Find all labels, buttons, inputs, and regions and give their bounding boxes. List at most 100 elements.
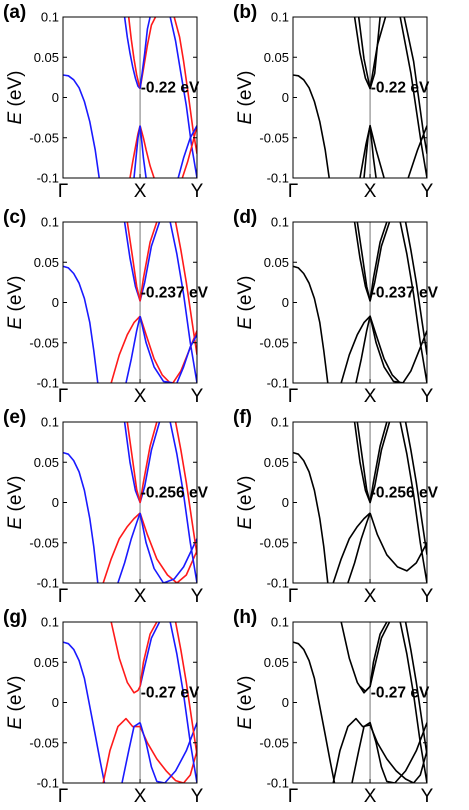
x-tick-label: Γ <box>288 386 298 407</box>
band-line-red <box>174 422 197 555</box>
band-line-black <box>399 17 427 178</box>
y-axis-label: E (eV) <box>5 71 26 125</box>
y-tick-label: -0.1 <box>267 376 289 391</box>
band-line-black <box>404 222 427 355</box>
band-line-red <box>110 315 141 383</box>
y-tick-label: -0.05 <box>29 535 59 550</box>
panel-label: (c) <box>3 207 26 228</box>
x-tick-label: Y <box>191 786 204 807</box>
band-line-black <box>363 124 377 178</box>
band-line-black <box>404 622 427 755</box>
panel-h: 0.1 0.05 0 -0.05 -0.1Γ X Y E (eV) (h) -0.27 eV <box>233 607 434 807</box>
band-line-blue <box>139 722 197 783</box>
panel-c: 0.1 0.05 0 -0.05 -0.1Γ X Y E (eV) (c) -0.237 eV <box>3 207 209 407</box>
band-line-red <box>174 622 197 755</box>
energy-annotation: -0.22 eV <box>141 80 200 97</box>
energy-annotation: -0.237 eV <box>141 285 209 302</box>
y-tick-label: -0.1 <box>267 576 289 591</box>
band-line-blue <box>169 222 197 383</box>
band-line-blue <box>63 641 106 783</box>
band-line-red <box>102 512 141 583</box>
band-line-blue <box>123 17 141 90</box>
y-tick-label: 0 <box>282 695 289 710</box>
band-line-black <box>404 422 427 555</box>
y-axis-label: E (eV) <box>235 676 256 730</box>
energy-annotation: -0.27 eV <box>371 685 430 702</box>
x-tick-label: X <box>364 181 377 202</box>
band-line-black <box>332 512 371 583</box>
y-tick-label: 0.1 <box>41 615 59 630</box>
band-line-black <box>340 622 391 694</box>
x-tick-label: Y <box>421 386 434 407</box>
x-tick-label: X <box>364 386 377 407</box>
y-tick-label: -0.05 <box>29 130 59 145</box>
y-tick-label: 0.1 <box>41 10 59 25</box>
x-tick-label: X <box>134 586 147 607</box>
y-tick-label: 0.1 <box>271 615 289 630</box>
panel-label: (e) <box>3 407 26 428</box>
panel-f: 0.1 0.05 0 -0.05 -0.1Γ X Y E (eV) (f) -0.256 eV <box>233 407 439 607</box>
x-tick-label: Γ <box>58 181 68 202</box>
band-line-black <box>403 17 427 154</box>
y-tick-label: 0 <box>52 495 59 510</box>
y-tick-label: 0 <box>282 90 289 105</box>
panel-label: (f) <box>233 407 252 428</box>
band-line-black <box>356 222 388 302</box>
band-line-black <box>293 641 336 783</box>
band-line-red <box>139 125 155 178</box>
band-line-black <box>407 125 427 178</box>
band-line-red <box>139 315 171 383</box>
band-line-black <box>332 717 427 783</box>
y-tick-label: 0.1 <box>271 10 289 25</box>
band-line-blue <box>117 512 141 583</box>
energy-annotation: -0.237 eV <box>371 285 439 302</box>
band-line-black <box>293 74 330 178</box>
x-tick-label: Y <box>421 586 434 607</box>
y-tick-label: -0.05 <box>259 735 289 750</box>
x-tick-label: X <box>364 786 377 807</box>
band-line-black <box>399 222 427 383</box>
axes-frame <box>292 621 428 784</box>
x-tick-label: Y <box>421 181 434 202</box>
energy-annotation: -0.256 eV <box>371 485 439 502</box>
band-line-red <box>127 17 141 89</box>
y-tick-label: 0 <box>52 295 59 310</box>
band-line-black <box>359 622 388 692</box>
x-tick-label: X <box>364 586 377 607</box>
y-tick-label: 0 <box>52 90 59 105</box>
y-axis-label: E (eV) <box>235 476 256 530</box>
y-axis-label: E (eV) <box>235 276 256 330</box>
band-line-blue <box>133 125 141 178</box>
band-line-blue <box>169 622 197 783</box>
y-tick-label: 0.05 <box>34 50 59 65</box>
band-line-black <box>353 17 381 90</box>
y-axis-label: E (eV) <box>5 676 26 730</box>
y-tick-label: 0.1 <box>271 415 289 430</box>
y-tick-label: -0.1 <box>37 376 59 391</box>
band-line-black <box>347 512 371 583</box>
panel-label: (h) <box>233 607 257 628</box>
band-line-red <box>173 17 197 154</box>
y-tick-label: 0 <box>282 495 289 510</box>
y-tick-label: 0.05 <box>264 655 289 670</box>
band-line-red <box>126 222 158 302</box>
y-tick-label: -0.1 <box>37 776 59 791</box>
x-tick-label: Y <box>421 786 434 807</box>
band-line-red <box>110 622 141 694</box>
y-tick-label: 0.1 <box>41 415 59 430</box>
band-line-blue <box>169 422 197 583</box>
energy-annotation: -0.27 eV <box>141 685 200 702</box>
x-tick-label: Y <box>191 181 204 202</box>
band-line-black <box>402 330 427 383</box>
band-line-red <box>181 125 197 178</box>
band-line-black <box>355 315 405 383</box>
band-line-black <box>357 17 387 90</box>
y-tick-label: 0.05 <box>34 455 59 470</box>
x-tick-label: Γ <box>288 786 298 807</box>
band-line-red <box>139 622 158 687</box>
panel-label: (b) <box>233 2 257 23</box>
y-tick-label: -0.05 <box>259 130 289 145</box>
x-tick-label: Γ <box>58 786 68 807</box>
band-line-black <box>399 422 427 583</box>
